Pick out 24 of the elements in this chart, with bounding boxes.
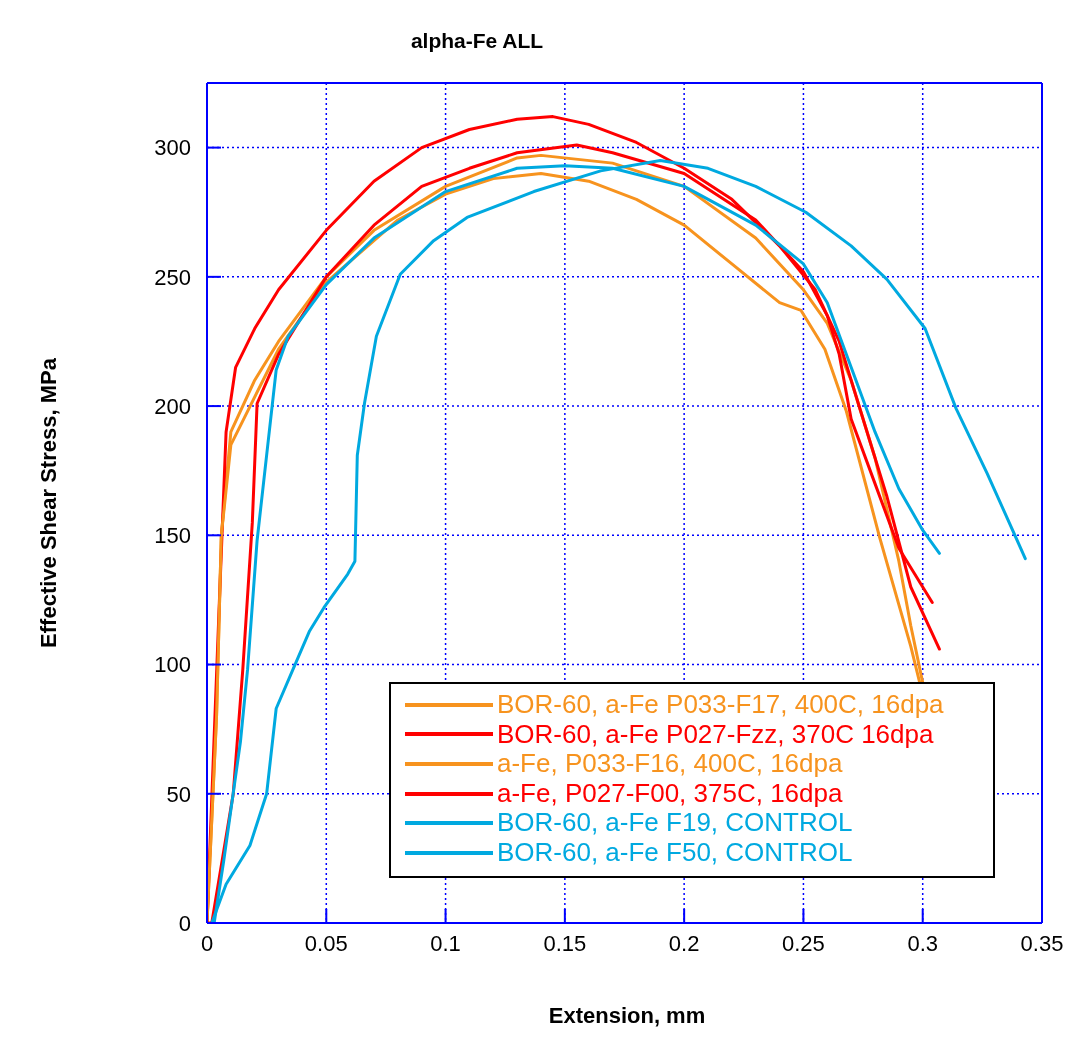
legend-label: BOR-60, a-Fe P033-F17, 400C, 16dpa <box>497 689 944 720</box>
legend-label: a-Fe, P027-F00, 375C, 16dpa <box>497 777 843 809</box>
y-tick-label: 50 <box>166 781 191 807</box>
x-tick-label: 0 <box>200 930 214 956</box>
y-tick-label: 150 <box>154 523 191 549</box>
x-tick-label: 0.25 <box>782 930 825 956</box>
legend-label: BOR-60, a-Fe P027-Fzz, 370C 16dpa <box>497 718 934 750</box>
legend-label: a-Fe, P033-F16, 400C, 16dpa <box>497 748 843 779</box>
legend-label: BOR-60, a-Fe F50, CONTROL <box>497 836 853 868</box>
x-tick-label: 0.1 <box>430 930 461 956</box>
x-tick-label: 0.2 <box>668 930 700 956</box>
y-tick-label: 300 <box>154 135 191 161</box>
x-tick-label: 0.35 <box>1020 930 1064 956</box>
y-tick-label: 100 <box>154 652 191 678</box>
y-tick-label: 200 <box>154 393 191 419</box>
x-axis-title: Extension, mm <box>548 1003 706 1028</box>
y-tick-label: 250 <box>154 264 191 290</box>
y-axis-title: Effective Shear Stress, MPa <box>35 357 61 648</box>
chart-title: alpha-Fe ALL <box>410 29 544 52</box>
x-tick-label: 0.15 <box>543 930 587 956</box>
x-tick-label: 0.3 <box>907 930 939 956</box>
y-tick-label: 0 <box>178 910 191 936</box>
x-tick-label: 0.05 <box>304 930 348 956</box>
legend-label: BOR-60, a-Fe F19, CONTROL <box>497 807 853 838</box>
